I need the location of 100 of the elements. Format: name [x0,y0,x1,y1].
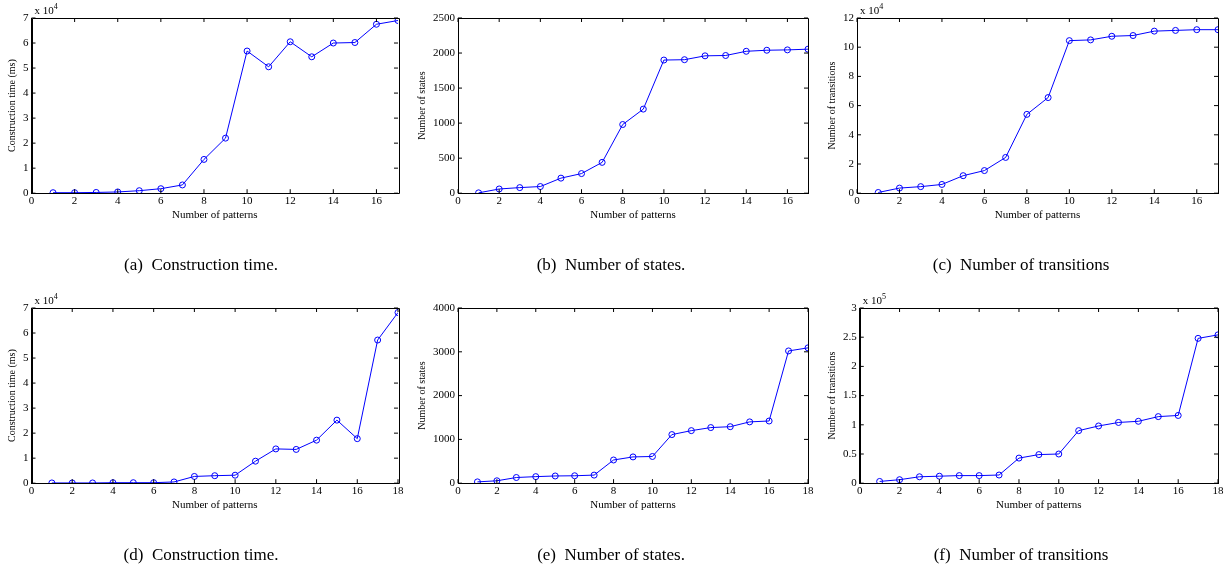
x-tick-label: 10 [646,483,659,496]
x-tick-label: 2 [71,193,78,206]
y-tick-label: 1.5 [843,388,858,401]
x-tick-label: 14 [740,193,753,206]
point [1087,36,1095,44]
x-tick-label: 6 [571,483,578,496]
point [687,427,695,435]
point [1194,334,1202,342]
x-tick-label: 8 [201,193,208,206]
point [1035,451,1043,459]
point [200,155,208,163]
y-tick-label: 2000 [433,388,456,401]
y-tick-label: 2000 [433,45,456,58]
x-axis-title: Number of patterns [171,497,258,510]
point [211,472,219,480]
y-axis-title: Number of transitions [825,61,837,150]
x-tick-label: 8 [191,483,198,496]
point [707,424,715,432]
point [726,423,734,431]
y-tick-label: 2 [23,426,29,439]
text: (e) Number of states. [537,545,685,565]
point [668,431,676,439]
point [765,417,773,425]
x-axis-title: Number of patterns [996,497,1082,510]
y-tick-label: 1000 [433,116,456,129]
x-tick-label: 6 [981,193,988,206]
point [308,53,316,61]
point [619,121,627,129]
point [783,46,791,54]
point [92,188,100,194]
point [114,188,122,194]
text: (d) Construction time. [123,545,279,565]
y-tick-label: 0.5 [843,446,858,459]
x-tick-label: 16 [763,483,776,496]
x-tick-label: 2 [494,483,500,496]
text: (a) Construction time. [124,255,278,275]
point [1044,94,1052,102]
point [975,472,983,480]
y-tick-label: 4 [23,85,29,98]
point [980,167,988,175]
point [1114,418,1122,426]
point [178,181,186,189]
point [742,47,750,55]
point [895,184,903,192]
x-tick-label: 10 [658,193,670,206]
point [292,445,300,453]
point [251,457,259,465]
point [935,472,943,480]
y-tick-label: 5 [23,350,29,363]
x-tick-label: 6 [150,483,157,496]
point [1154,413,1162,421]
point [610,456,618,464]
y-tick-label: 500 [438,151,456,164]
point [551,472,559,480]
point [598,158,606,166]
y-tick-label: 3 [23,401,29,413]
y-axis-title: Construction time (ms) [5,349,18,442]
point [374,336,382,344]
point [876,477,884,484]
y-tick-label: 4 [848,127,855,140]
x-axis-title: Number of patterns [590,207,676,220]
x-axis-title: Number of patterns [994,207,1081,220]
point [680,56,688,64]
x-tick-label: 4 [114,193,121,206]
point [660,56,668,64]
x-tick-label: 6 [578,193,585,206]
x-tick-label: 14 [1148,193,1161,206]
y-tick-label: 3000 [433,344,456,357]
point [763,46,771,54]
point [272,445,280,453]
point [917,183,925,191]
x-tick-label: 10 [229,483,242,496]
point [1174,411,1182,419]
y-tick-label: 12 [843,10,854,23]
x-tick-label: 4 [537,193,544,206]
point [1172,26,1180,34]
y-tick-label: 2 [851,359,857,372]
x-axis-title: Number of patterns [171,207,258,220]
point [353,435,361,443]
text: (b) Number of states. [536,255,686,275]
y-tick-label: 6 [848,98,855,111]
point [473,478,481,484]
y-axis-title: Number of states [415,71,427,140]
point [995,471,1003,479]
x-tick-label: 14 [311,483,323,496]
x-tick-label: 10 [241,193,254,206]
x-tick-label: 18 [1212,483,1224,496]
x-tick-label: 4 [936,483,943,496]
point [590,471,598,479]
point [286,38,294,46]
point [516,184,524,192]
x-tick-label: 16 [370,193,383,206]
text: (c) Number of transitions [932,255,1110,275]
point [1023,110,1031,118]
y-tick-label: 4000 [433,300,456,313]
x-tick-label: 16 [1191,193,1203,206]
point [915,473,923,481]
x-tick-label: 14 [327,193,340,206]
x-tick-label: 2 [496,193,502,206]
y-tick-label: 7 [23,300,29,313]
